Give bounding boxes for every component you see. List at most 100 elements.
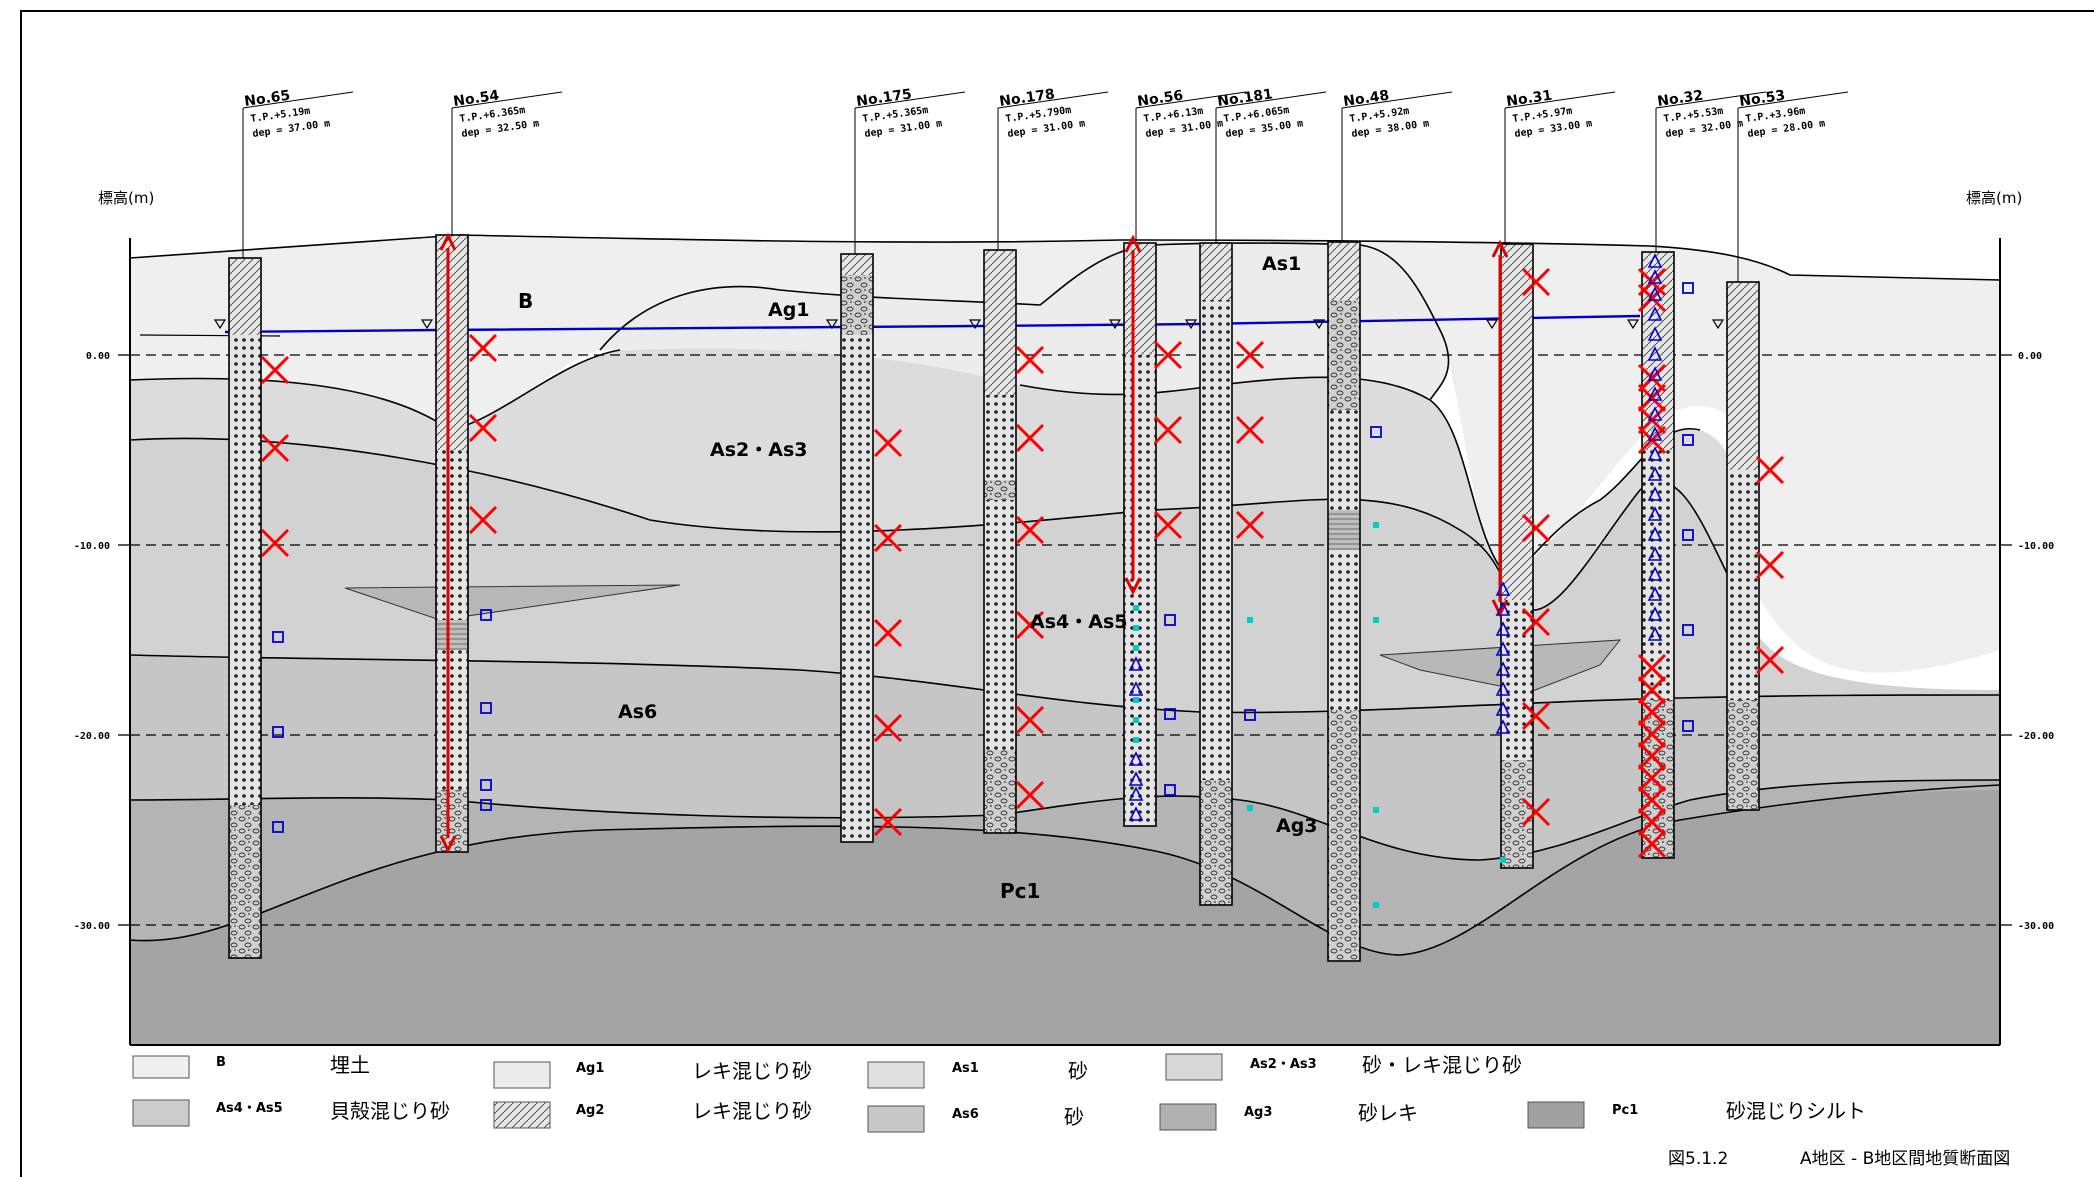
sample-x-marker: [1015, 610, 1045, 640]
water-level-icon: [1485, 319, 1499, 330]
legend-code: B: [216, 1055, 226, 1070]
sample-x-marker: [1637, 763, 1667, 793]
legend-code: As1: [952, 1061, 979, 1076]
sample-x-marker: [1637, 363, 1667, 393]
sample-x-marker: [1521, 267, 1551, 297]
triangle-marker: [1128, 751, 1144, 766]
water-level-icon: [1184, 319, 1198, 330]
triangle-marker: [1495, 641, 1511, 656]
sample-x-marker: [1637, 697, 1667, 727]
triangle-marker: [1647, 386, 1663, 401]
sample-x-marker: [1521, 701, 1551, 731]
sample-x-marker: [1755, 645, 1785, 675]
triangle-marker: [1647, 253, 1663, 268]
legend-code: Ag2: [576, 1103, 604, 1118]
section-frame: [118, 238, 2012, 1046]
square-marker: [1682, 720, 1694, 732]
legend-desc: レキ混じり砂: [692, 1059, 812, 1083]
dot-marker: [1133, 717, 1139, 723]
triangle-marker: [1647, 586, 1663, 601]
sample-x-marker: [1015, 515, 1045, 545]
water-level-icon: [213, 319, 227, 330]
dot-marker: [1133, 605, 1139, 611]
caption-title: A地区 - B地区間地質断面図: [1800, 1149, 2010, 1169]
borehole-id: No.178: [998, 86, 1056, 110]
sample-x-marker: [1755, 455, 1785, 485]
square-marker: [480, 702, 492, 714]
sample-x-marker: [1521, 513, 1551, 543]
borehole-id: No.31: [1505, 88, 1553, 110]
borehole-id: No.54: [452, 88, 500, 110]
layer-label-as1: As1: [1262, 253, 1301, 275]
depth-arrow: [1124, 234, 1142, 596]
dot-marker: [1133, 645, 1139, 651]
legend-desc: 砂・レキ混じり砂: [1362, 1053, 1522, 1077]
legend: B 埋土 Ag1 レキ混じり砂 As1 砂 As2・As3 砂・レキ混じり砂 A…: [132, 1053, 1866, 1133]
sample-x-marker: [873, 618, 903, 648]
water-level-icon: [1108, 319, 1122, 330]
legend-item-as23: As2・As3 砂・レキ混じり砂: [1165, 1053, 1522, 1081]
triangle-marker: [1128, 681, 1144, 696]
layer-pc1: [130, 785, 2000, 1045]
triangle-marker: [1647, 446, 1663, 461]
square-marker: [1164, 614, 1176, 626]
sample-x-marker: [1637, 807, 1667, 837]
square-marker: [480, 799, 492, 811]
triangle-marker: [1647, 326, 1663, 341]
dot-marker: [1247, 805, 1253, 811]
legend-desc: 砂混じりシルト: [1726, 1099, 1866, 1123]
sample-x-marker: [1521, 797, 1551, 827]
triangle-marker: [1128, 656, 1144, 671]
legend-desc: 砂: [1064, 1105, 1084, 1129]
sample-x-marker: [1521, 607, 1551, 637]
water-level-icon: [1312, 319, 1326, 330]
layer-label-b: B: [518, 289, 533, 313]
triangle-marker: [1495, 681, 1511, 696]
water-level-icon: [968, 319, 982, 330]
triangle-marker: [1128, 771, 1144, 786]
triangle-marker: [1495, 701, 1511, 716]
sample-x-marker: [1153, 340, 1183, 370]
layer-label-as23: As2・As3: [710, 439, 807, 461]
triangle-marker: [1647, 426, 1663, 441]
legend-desc: 砂: [1068, 1059, 1088, 1083]
caption-fig-number: 図5.1.2: [1668, 1149, 1728, 1169]
square-marker: [272, 631, 284, 643]
sample-x-marker: [1637, 741, 1667, 771]
square-marker: [1682, 434, 1694, 446]
water-level-icon: [825, 319, 839, 330]
triangle-marker: [1647, 626, 1663, 641]
legend-code: As6: [952, 1107, 979, 1122]
square-marker: [1682, 529, 1694, 541]
borehole-id: No.65: [243, 88, 291, 110]
boundary-as23-top: [1019, 376, 1701, 582]
sample-x-marker: [1637, 785, 1667, 815]
sample-x-marker: [1637, 653, 1667, 683]
sample-x-marker: [873, 807, 903, 837]
sample-x-marker: [468, 333, 498, 363]
triangle-marker: [1647, 526, 1663, 541]
square-marker: [272, 726, 284, 738]
boundary-as23-bottom: [129, 437, 1741, 611]
legend-item-as6: As6 砂: [867, 1105, 1084, 1133]
legend-item-ag1: Ag1 レキ混じり砂: [493, 1059, 812, 1089]
sample-x-marker: [260, 528, 290, 558]
triangle-marker: [1647, 506, 1663, 521]
square-marker: [1164, 708, 1176, 720]
triangle-marker: [1647, 269, 1663, 284]
square-marker: [480, 609, 492, 621]
sample-x-marker: [873, 523, 903, 553]
tick-right-0: 0.00: [2018, 351, 2042, 362]
triangle-marker: [1647, 466, 1663, 481]
sample-x-marker: [1637, 675, 1667, 705]
borehole-id: No.53: [1738, 88, 1786, 110]
lens-right: [1379, 639, 1622, 693]
legend-code: As4・As5: [216, 1101, 283, 1116]
triangle-marker: [1647, 566, 1663, 581]
dot-marker: [1373, 522, 1379, 528]
triangle-marker: [1495, 581, 1511, 596]
